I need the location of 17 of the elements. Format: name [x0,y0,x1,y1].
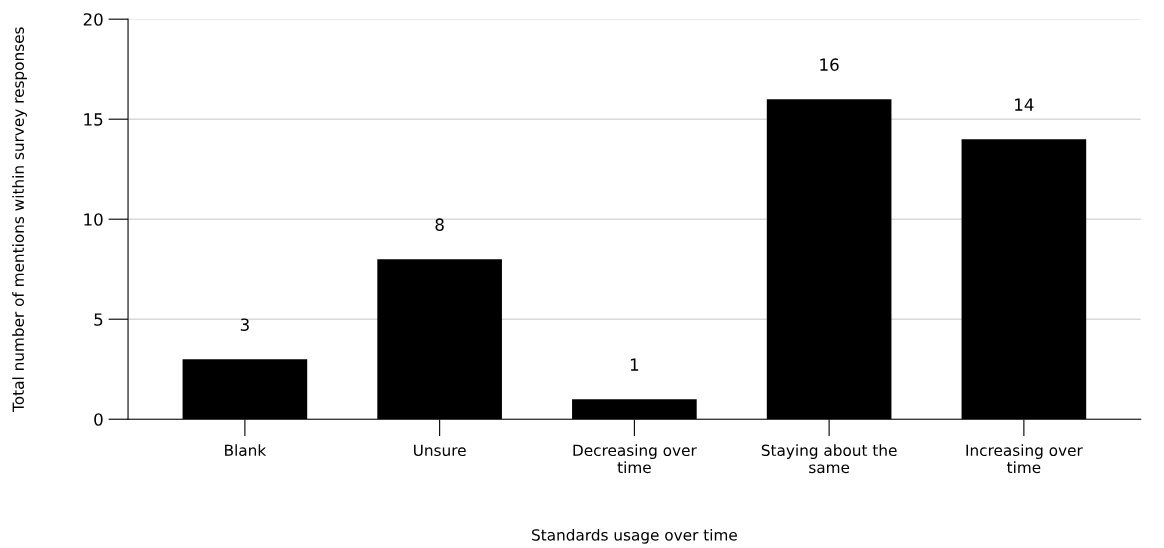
y-axis-title: Total number of mentions within survey responses [12,27,27,412]
x-tick-label: Staying about the same [761,444,897,474]
data-label: 8 [435,218,444,231]
x-tick-label: Unsure [414,444,466,457]
y-tick-label: 10 [84,213,103,226]
y-tick-label: 20 [83,13,103,26]
data-label: 14 [1015,98,1034,111]
x-tick-label: Blank [225,444,267,457]
x-tick-label: Increasing over time [966,444,1083,474]
y-tick-label: 5 [94,313,103,326]
x-tick-label: Decreasing over time [573,444,697,474]
x-axis-title: Standards usage over time [532,528,737,544]
data-label: 3 [240,318,249,331]
data-label: 16 [820,58,839,71]
y-tick-label: 0 [94,413,103,426]
y-tick-label: 15 [84,113,103,126]
data-label: 1 [630,358,639,371]
